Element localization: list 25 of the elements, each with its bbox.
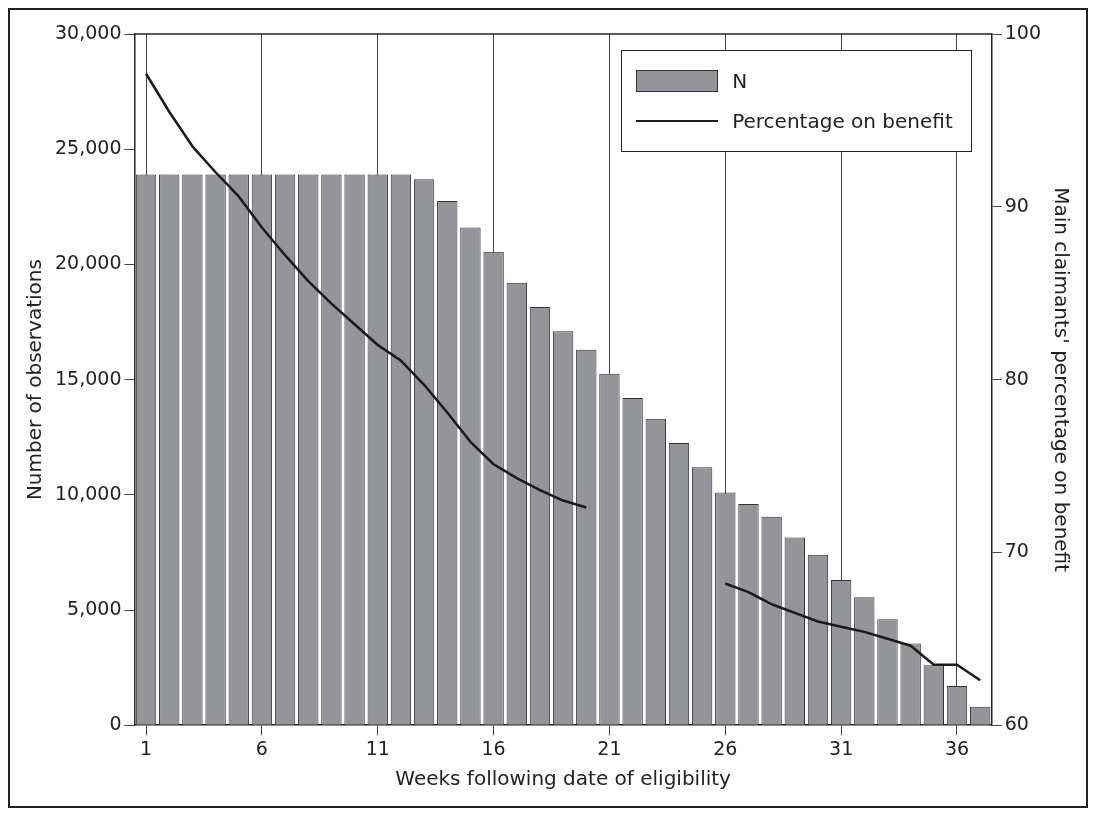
x-tick-label: 6 (255, 736, 268, 759)
x-tick-label: 31 (829, 736, 854, 759)
x-tick-label: 1 (140, 736, 153, 759)
x-tick-label: 16 (481, 736, 506, 759)
y2-tick-label: 100 (1004, 20, 1041, 43)
y-tick-label: 5,000 (67, 596, 122, 619)
x-tick-label: 26 (713, 736, 738, 759)
x-tick-label: 21 (597, 736, 622, 759)
y2-tick-label: 90 (1004, 193, 1029, 216)
y-tick-label: 25,000 (55, 136, 122, 159)
y-tick-label: 0 (109, 712, 122, 735)
x-axis-title: Weeks following date of eligibility (395, 766, 732, 791)
y-axis-title: Number of observations (22, 259, 47, 501)
x-tick-label: 11 (365, 736, 390, 759)
x-tick-label: 36 (944, 736, 970, 759)
y2-tick-label: 70 (1004, 539, 1029, 562)
y-tick-label: 10,000 (55, 481, 122, 504)
y-tick-label: 30,000 (55, 20, 122, 43)
y2-axis-title: Main claimants' percentage on benefit (1049, 187, 1074, 573)
y2-tick-label: 60 (1004, 712, 1029, 735)
y-tick-label: 15,000 (55, 366, 122, 389)
y-tick-label: 20,000 (55, 251, 122, 274)
y2-tick-label: 80 (1004, 366, 1029, 389)
legend-label: N (732, 68, 748, 95)
legend-label: Percentage on benefit (732, 108, 953, 135)
